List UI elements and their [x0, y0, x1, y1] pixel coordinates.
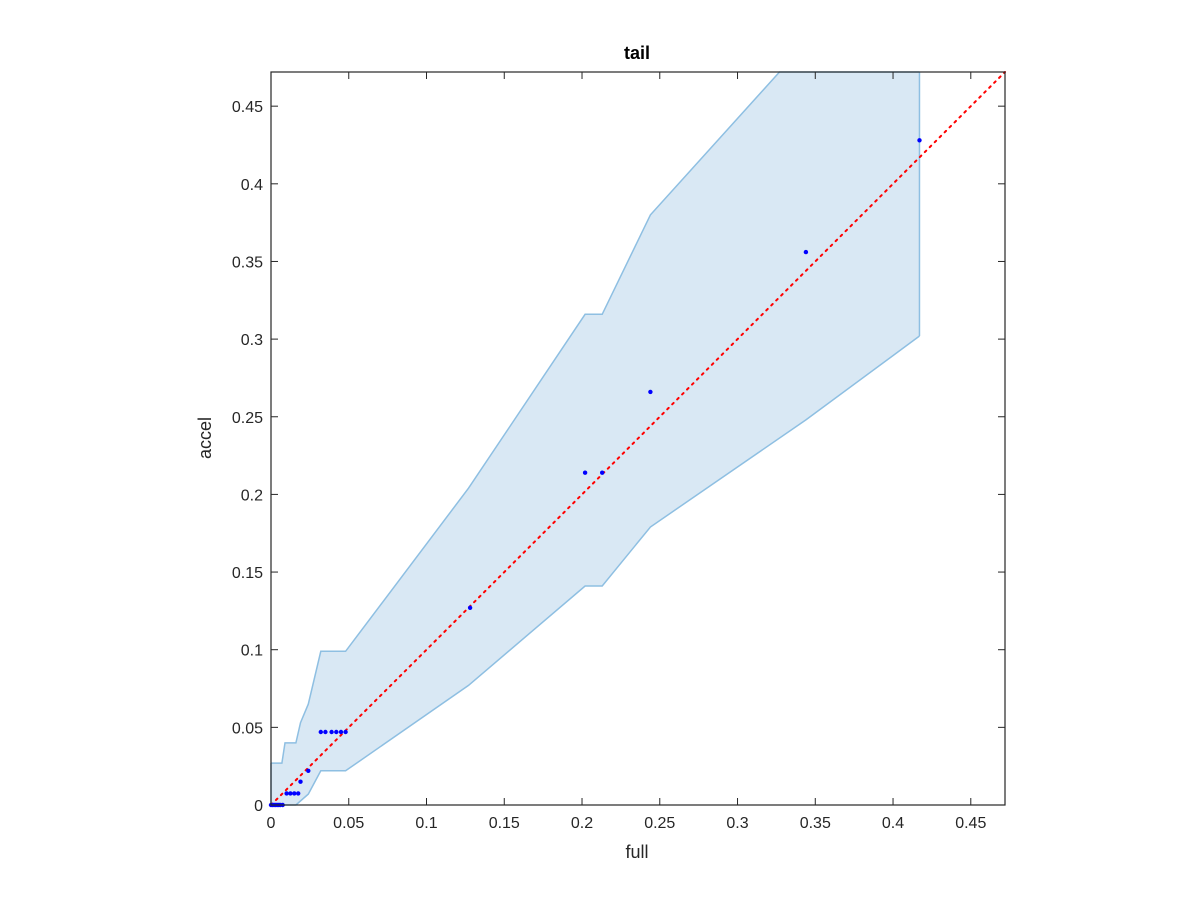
data-point	[343, 729, 348, 735]
x-tick-label: 0.2	[571, 815, 593, 832]
data-point	[917, 138, 922, 143]
y-tick-label: 0.2	[241, 487, 263, 504]
x-tick-label: 0.1	[415, 815, 437, 832]
x-tick-label: 0.45	[955, 815, 986, 832]
y-axis-label: accel	[195, 417, 215, 459]
data-point	[288, 791, 293, 796]
y-tick-label: 0.4	[241, 177, 263, 194]
data-point	[648, 389, 653, 395]
data-point	[318, 729, 323, 735]
reference-line	[270, 71, 1006, 806]
x-tick-label: 0	[267, 815, 276, 832]
band-area	[271, 72, 920, 805]
plot-frame	[270, 71, 1006, 806]
y-tick-label: 0.35	[232, 254, 263, 271]
data-point	[803, 249, 809, 255]
data-point	[284, 791, 289, 796]
x-tick-label: 0.15	[489, 815, 520, 832]
y-axis-ticks: 0 0.05 0.1 0.15 0.2 0.25 0.3 0.35 0.4 0.45	[232, 99, 1005, 815]
x-axis-ticks: 0 0.05 0.1 0.15 0.2 0.25 0.3 0.35 0.4 0.45	[267, 72, 986, 832]
x-tick-label: 0.3	[726, 815, 748, 832]
axes-box	[270, 71, 1006, 806]
y-tick-label: 0	[254, 798, 263, 815]
data-point	[298, 779, 303, 784]
y-tick-label: 0.45	[232, 99, 263, 116]
data-point	[329, 729, 334, 735]
y-tick-label: 0.05	[232, 720, 263, 737]
x-axis-label: full	[625, 842, 648, 862]
x-tick-label: 0.05	[333, 815, 364, 832]
data-point	[306, 768, 311, 773]
data-point	[467, 605, 473, 610]
data-point	[600, 470, 605, 475]
identity-line	[270, 71, 1006, 806]
band-lower-edge	[271, 335, 920, 806]
y-tick-label: 0.25	[232, 410, 263, 427]
y-tick-label: 0.15	[232, 565, 263, 582]
confidence-band	[270, 71, 921, 806]
chart-title: tail	[624, 43, 650, 63]
data-point	[296, 791, 301, 796]
data-point	[338, 729, 344, 735]
y-tick-label: 0.3	[241, 332, 263, 349]
x-tick-label: 0.35	[800, 815, 831, 832]
data-point	[334, 729, 339, 735]
x-tick-label: 0.25	[644, 815, 675, 832]
band-upper-edge	[271, 71, 920, 764]
data-point	[582, 470, 588, 475]
data-point	[292, 791, 297, 796]
x-tick-label: 0.4	[882, 815, 904, 832]
y-tick-label: 0.1	[241, 643, 263, 660]
data-point	[323, 729, 328, 735]
